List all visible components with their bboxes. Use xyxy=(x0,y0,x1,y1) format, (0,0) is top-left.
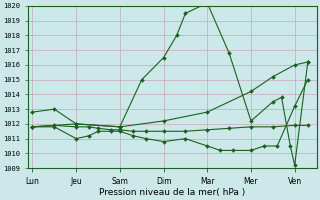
X-axis label: Pression niveau de la mer( hPa ): Pression niveau de la mer( hPa ) xyxy=(99,188,245,197)
